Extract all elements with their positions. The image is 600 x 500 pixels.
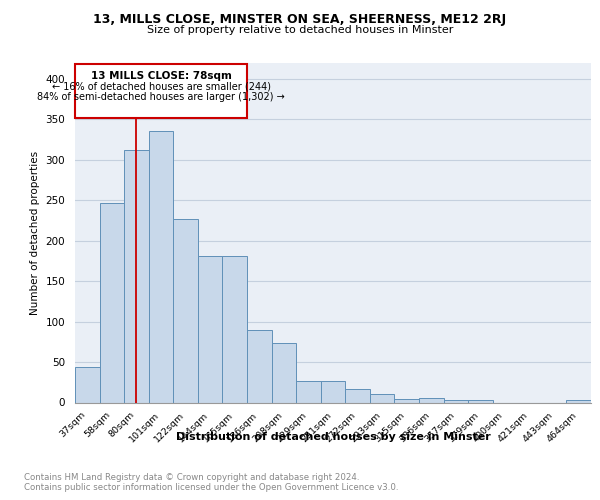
Bar	[272, 342, 296, 402]
Bar	[223, 256, 247, 402]
Text: 13, MILLS CLOSE, MINSTER ON SEA, SHEERNESS, ME12 2RJ: 13, MILLS CLOSE, MINSTER ON SEA, SHEERNE…	[94, 12, 506, 26]
Bar	[124, 150, 149, 403]
Bar	[149, 132, 173, 402]
Text: Contains HM Land Registry data © Crown copyright and database right 2024.
Contai: Contains HM Land Registry data © Crown c…	[24, 472, 398, 492]
Bar	[296, 382, 321, 402]
Bar	[370, 394, 394, 402]
Bar	[321, 382, 345, 402]
FancyBboxPatch shape	[75, 64, 247, 118]
Bar	[345, 388, 370, 402]
Bar	[173, 218, 198, 402]
Bar	[198, 256, 223, 402]
Bar	[566, 400, 591, 402]
Y-axis label: Number of detached properties: Number of detached properties	[30, 150, 40, 314]
Text: 84% of semi-detached houses are larger (1,302) →: 84% of semi-detached houses are larger (…	[37, 92, 285, 102]
Bar	[75, 367, 100, 402]
Text: Distribution of detached houses by size in Minster: Distribution of detached houses by size …	[176, 432, 490, 442]
Bar	[100, 204, 124, 402]
Text: Size of property relative to detached houses in Minster: Size of property relative to detached ho…	[147, 25, 453, 35]
Text: ← 16% of detached houses are smaller (244): ← 16% of detached houses are smaller (24…	[52, 81, 271, 91]
Bar	[247, 330, 272, 402]
Bar	[419, 398, 443, 402]
Text: 13 MILLS CLOSE: 78sqm: 13 MILLS CLOSE: 78sqm	[91, 70, 232, 81]
Bar	[443, 400, 468, 402]
Bar	[394, 400, 419, 402]
Bar	[468, 400, 493, 402]
